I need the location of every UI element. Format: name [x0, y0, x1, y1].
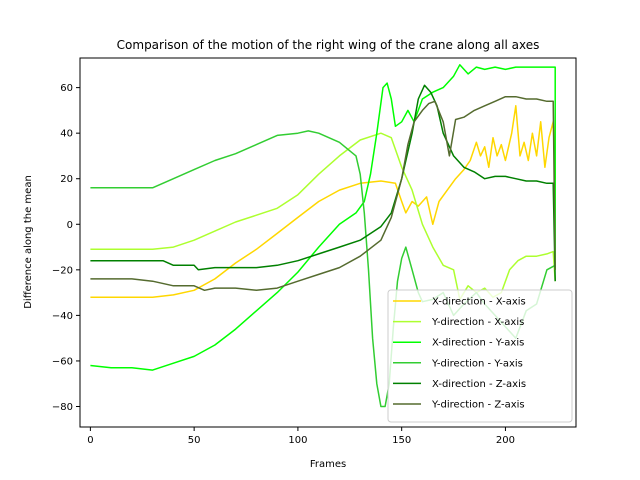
y-tick-label: 60	[60, 83, 73, 94]
y-tick-label: 20	[60, 174, 73, 185]
y-tick-label: 0	[67, 220, 73, 231]
y-tick-label: −20	[52, 265, 73, 276]
x-tick-label: 150	[392, 435, 411, 446]
series-line-6	[90, 95, 556, 292]
x-tick-label: 200	[496, 435, 515, 446]
y-axis-ticks: −80 −60 −40 −20 0 20 40 60	[52, 83, 80, 413]
legend-box	[387, 289, 573, 423]
x-tick-label: 50	[188, 435, 201, 446]
chart-title: Comparison of the motion of the right wi…	[117, 38, 540, 52]
series-layer	[90, 64, 556, 408]
legend-label-6: Y-direction - Z-axis	[431, 400, 525, 411]
legend-label-2: Y-direction - X-axis	[431, 317, 524, 328]
y-tick-label: 40	[60, 129, 73, 140]
legend-label-1: X-direction - X-axis	[432, 297, 526, 308]
legend: X-direction - X-axis Y-direction - X-axis…	[387, 289, 573, 423]
y-tick-label: −80	[52, 402, 73, 413]
y-axis-label: Difference along the mean	[23, 175, 34, 309]
legend-label-3: X-direction - Y-axis	[432, 338, 524, 349]
series-line-3	[90, 64, 556, 371]
x-axis-label: Frames	[310, 459, 346, 470]
legend-label-5: X-direction - Z-axis	[432, 379, 526, 390]
legend-label-4: Y-direction - Y-axis	[431, 358, 523, 369]
plot-frame	[79, 57, 577, 428]
x-tick-label: 0	[87, 435, 93, 446]
y-tick-label: −60	[52, 356, 73, 367]
series-line-2	[90, 132, 556, 301]
x-axis-ticks: 0 50 100 150 200	[87, 427, 515, 446]
y-tick-label: −40	[52, 311, 73, 322]
series-line-1	[90, 105, 556, 298]
x-tick-label: 100	[288, 435, 307, 446]
